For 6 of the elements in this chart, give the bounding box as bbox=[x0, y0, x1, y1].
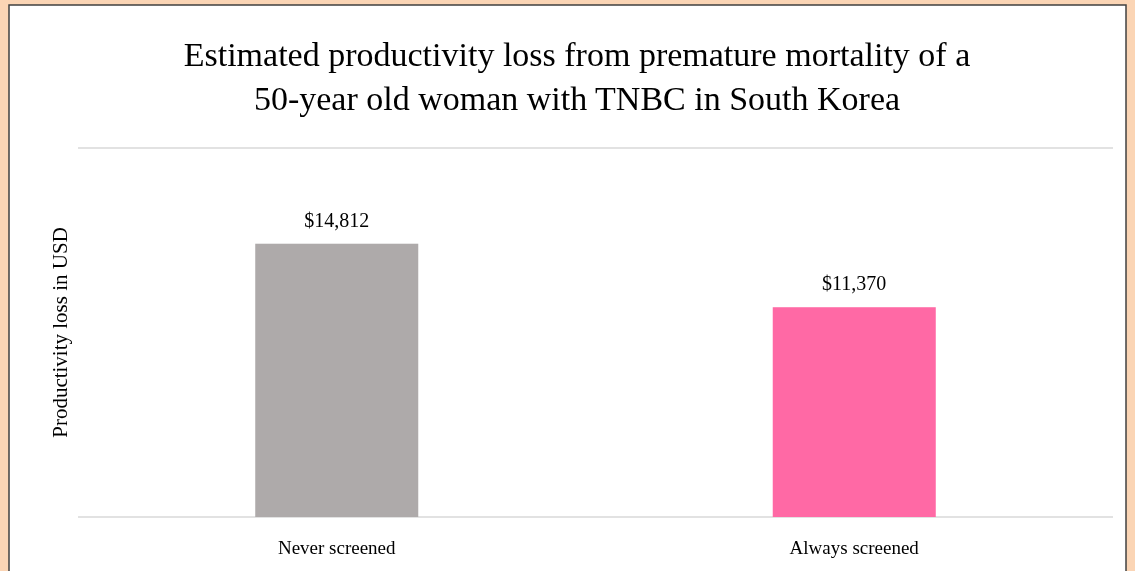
data-label: $14,812 bbox=[304, 208, 370, 231]
x-tick-label: Never screened bbox=[277, 537, 397, 558]
data-label: $11,370 bbox=[822, 272, 887, 295]
x-tick-label: Always screened bbox=[789, 537, 920, 558]
y-axis-title: Productivity loss in USD bbox=[48, 227, 72, 438]
chart-title: Estimated productivity loss from premature mortality of a 50-year old woman with TNBC in South Korea bbox=[183, 36, 971, 117]
